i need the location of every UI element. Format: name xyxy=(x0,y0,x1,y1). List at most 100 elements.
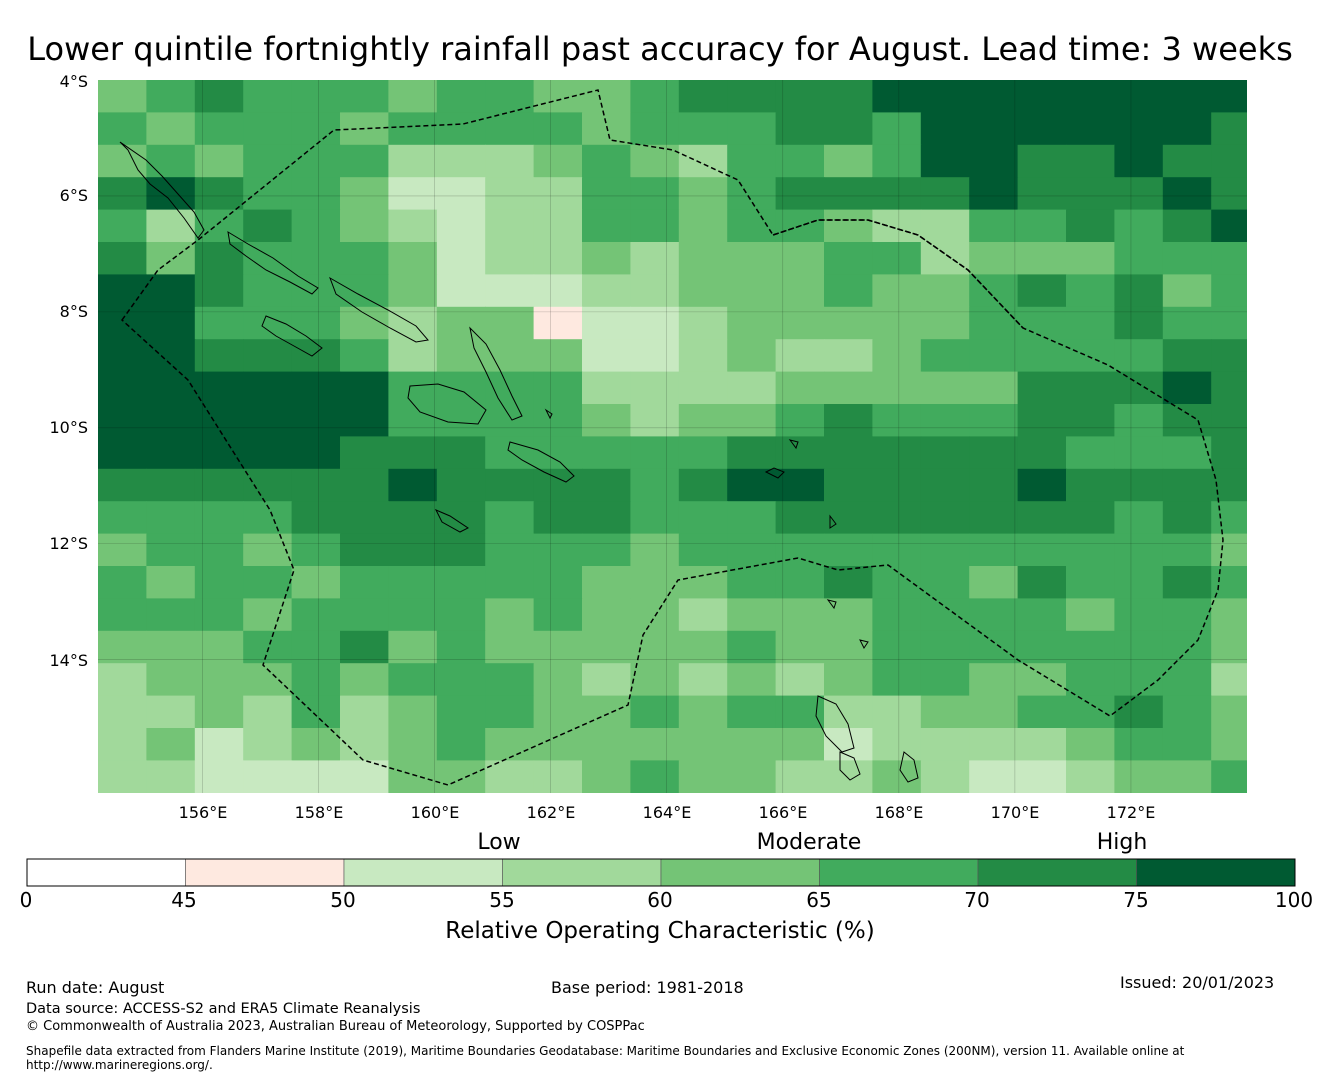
grid-cell xyxy=(388,274,438,308)
grid-cell xyxy=(436,436,486,470)
grid-cell xyxy=(872,144,922,178)
grid-cell xyxy=(824,339,873,373)
grid-cell xyxy=(1017,533,1067,567)
grid-cell xyxy=(1017,80,1067,113)
grid-cell xyxy=(678,306,728,340)
grid-cell xyxy=(340,728,389,761)
grid-cell xyxy=(727,728,777,761)
grid-cell xyxy=(388,209,438,243)
grid-cell xyxy=(824,598,873,632)
grid-cell xyxy=(630,242,680,275)
malekula-coastline xyxy=(839,751,861,781)
grid-cell xyxy=(1211,760,1247,793)
grid-cell xyxy=(872,598,922,632)
grid-cell xyxy=(1114,630,1164,664)
grid-cell xyxy=(1211,598,1247,632)
colorbar-tick-label: 55 xyxy=(489,888,515,912)
base-period: Base period: 1981-2018 xyxy=(551,978,744,997)
grid-cell xyxy=(388,242,438,275)
grid-cell xyxy=(920,306,970,340)
grid-cell xyxy=(775,306,825,340)
grid-cell xyxy=(485,404,535,437)
grid-cell xyxy=(727,566,777,599)
grid-cell xyxy=(388,566,438,599)
grid-cell xyxy=(920,404,970,437)
grid-cell xyxy=(533,339,583,373)
grid-cell xyxy=(194,501,244,535)
grid-cell xyxy=(920,501,970,535)
grid-cell xyxy=(630,501,680,535)
grid-cell xyxy=(969,177,1019,211)
grid-cell xyxy=(291,695,341,729)
grid-cell xyxy=(1017,209,1067,243)
espiritu-santo-coastline xyxy=(815,695,855,753)
grid-cell xyxy=(969,209,1019,243)
colorbar-tick-label: 100 xyxy=(1274,888,1314,912)
grid-cell xyxy=(1162,533,1212,567)
grid-cell xyxy=(146,663,196,697)
grid-cell xyxy=(340,209,389,243)
grid-cell xyxy=(340,404,389,437)
colorbar-tick-label: 70 xyxy=(964,888,990,912)
grid-cell xyxy=(533,112,583,146)
grid-cell xyxy=(1066,144,1115,178)
grid-cell xyxy=(146,468,196,502)
grid-cell xyxy=(872,371,922,405)
grid-cell xyxy=(388,695,438,729)
grid-cell xyxy=(291,404,341,437)
grid-cell xyxy=(533,436,583,470)
grid-cell xyxy=(243,177,293,211)
category-label-high: High xyxy=(1096,830,1148,855)
map-canvas xyxy=(98,80,1247,793)
grid-cell xyxy=(969,501,1019,535)
grid-cell xyxy=(1211,695,1247,729)
grid-cell xyxy=(920,112,970,146)
grid-cell xyxy=(388,371,438,405)
grid-cell xyxy=(969,760,1019,793)
colorbar-segment xyxy=(185,858,345,887)
grid-cell xyxy=(678,663,728,697)
grid-cell xyxy=(194,274,244,308)
grid-cell xyxy=(969,371,1019,405)
grid-cell xyxy=(872,177,922,211)
grid-cell xyxy=(291,468,341,502)
grid-cell xyxy=(1162,468,1212,502)
grid-cell xyxy=(872,533,922,567)
grid-cell xyxy=(194,630,244,664)
grid-cell xyxy=(969,695,1019,729)
grid-cell xyxy=(1017,112,1067,146)
grid-cell xyxy=(243,80,293,113)
grid-cell xyxy=(485,339,535,373)
grid-cell xyxy=(727,436,777,470)
lon-tick-label: 170°E xyxy=(990,803,1040,822)
grid-cell xyxy=(678,339,728,373)
grid-cell xyxy=(775,144,825,178)
grid-cell xyxy=(775,436,825,470)
grid-cell xyxy=(485,242,535,275)
lat-tick-label: 4°S xyxy=(59,72,88,91)
colorbar-frame xyxy=(26,858,1296,887)
grid-cell xyxy=(243,404,293,437)
grid-cell xyxy=(436,501,486,535)
grid-cell xyxy=(98,371,147,405)
colorbar-segment xyxy=(502,858,662,887)
grid-cell xyxy=(727,598,777,632)
grid-cell xyxy=(630,533,680,567)
new-georgia-coastline xyxy=(261,315,323,357)
grid-cell xyxy=(727,533,777,567)
grid-cell xyxy=(436,630,486,664)
grid-cell xyxy=(872,404,922,437)
grid-cell xyxy=(98,339,147,373)
grid-cell xyxy=(146,728,196,761)
grid-cell xyxy=(1066,436,1115,470)
grid-cell xyxy=(340,760,389,793)
grid-cell xyxy=(146,533,196,567)
grid-cell xyxy=(485,566,535,599)
grid-cell xyxy=(388,112,438,146)
grid-cell xyxy=(1017,339,1067,373)
grid-cell xyxy=(775,630,825,664)
grid-cell xyxy=(920,436,970,470)
grid-cell xyxy=(824,501,873,535)
grid-cell xyxy=(1162,436,1212,470)
grid-cell xyxy=(1114,501,1164,535)
